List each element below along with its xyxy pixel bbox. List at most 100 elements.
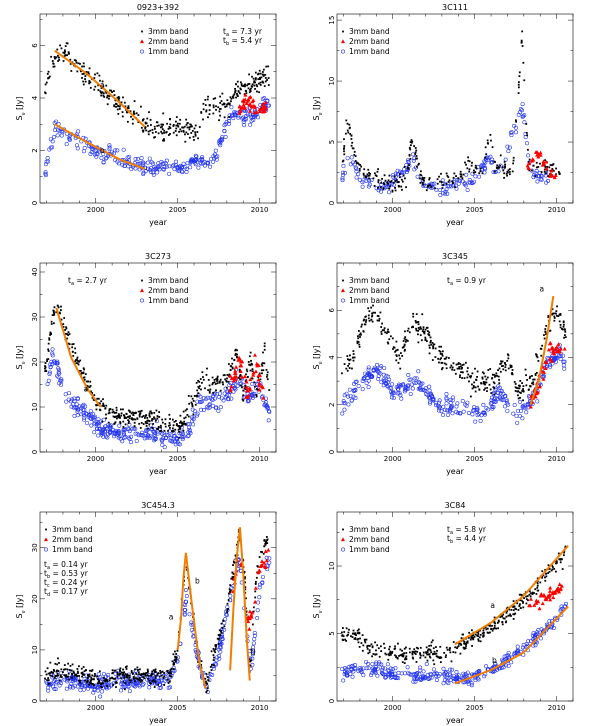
data-point xyxy=(261,362,264,364)
data-point xyxy=(174,660,177,663)
data-point xyxy=(169,133,171,135)
data-point xyxy=(68,52,70,55)
data-point xyxy=(415,671,420,676)
data-point xyxy=(176,649,179,652)
data-point xyxy=(397,362,400,364)
data-point xyxy=(453,369,456,371)
data-point xyxy=(341,627,344,629)
data-point xyxy=(47,679,50,682)
data-point xyxy=(484,387,487,390)
data-point xyxy=(114,416,116,419)
data-point xyxy=(216,637,219,640)
data-point xyxy=(378,317,381,320)
data-point xyxy=(425,392,430,397)
y-tick-label: 5 xyxy=(328,631,336,635)
data-point xyxy=(138,673,140,675)
data-point xyxy=(359,637,361,640)
data-point xyxy=(68,333,71,336)
data-point xyxy=(96,397,99,400)
data-point xyxy=(383,184,388,189)
data-point xyxy=(139,410,142,413)
data-point xyxy=(151,429,156,434)
data-point xyxy=(191,158,196,163)
data-point xyxy=(504,399,509,404)
data-point xyxy=(490,628,493,631)
data-point xyxy=(434,678,439,683)
data-point xyxy=(420,174,423,177)
data-point xyxy=(456,410,461,415)
data-point xyxy=(140,126,143,129)
data-point xyxy=(537,165,540,168)
data-point xyxy=(387,342,390,345)
data-point xyxy=(200,111,203,114)
data-point xyxy=(428,655,431,658)
legend-label: 2mm band xyxy=(349,37,390,46)
plot-frame xyxy=(39,511,277,702)
series-1mm-band xyxy=(45,347,272,450)
data-point xyxy=(170,672,172,675)
data-point xyxy=(486,376,489,379)
data-point xyxy=(208,384,211,387)
data-point xyxy=(411,326,413,329)
data-point xyxy=(219,389,222,392)
data-point xyxy=(512,156,515,159)
data-point xyxy=(366,371,371,376)
data-point xyxy=(441,361,444,364)
data-point xyxy=(415,329,418,332)
data-point xyxy=(257,107,262,112)
data-point xyxy=(418,328,421,331)
data-point xyxy=(259,81,262,84)
data-point xyxy=(140,49,145,54)
data-point xyxy=(227,607,230,610)
data-point xyxy=(122,673,125,676)
data-point xyxy=(543,366,548,371)
legend-entry: 3mm band xyxy=(342,276,390,285)
data-point xyxy=(179,118,182,121)
data-point xyxy=(165,131,167,134)
data-point xyxy=(370,318,373,321)
data-point xyxy=(220,622,223,625)
data-point xyxy=(240,84,243,87)
data-point xyxy=(425,646,428,649)
data-point xyxy=(512,162,515,165)
data-point xyxy=(52,127,57,132)
data-point xyxy=(508,168,511,171)
data-point xyxy=(69,63,72,65)
data-point xyxy=(82,376,85,379)
data-point xyxy=(343,145,346,147)
data-point xyxy=(245,388,250,393)
data-point xyxy=(152,167,157,172)
data-point xyxy=(548,362,553,367)
data-point xyxy=(122,668,124,671)
data-point xyxy=(228,381,233,386)
data-point xyxy=(493,661,498,666)
data-point xyxy=(511,369,514,371)
data-point xyxy=(348,367,351,369)
data-point xyxy=(175,656,178,659)
data-point xyxy=(471,408,476,413)
data-point xyxy=(190,123,192,126)
data-point xyxy=(517,397,520,400)
data-point xyxy=(68,669,71,672)
data-point xyxy=(563,336,565,339)
data-point xyxy=(175,437,180,442)
data-point xyxy=(356,632,359,634)
data-point xyxy=(109,89,112,92)
data-point xyxy=(431,341,434,344)
data-point xyxy=(82,72,85,75)
data-point xyxy=(457,645,460,647)
data-point xyxy=(380,665,385,670)
data-point xyxy=(510,364,513,367)
data-point xyxy=(501,166,504,169)
data-point xyxy=(443,670,448,675)
data-point xyxy=(468,631,471,634)
data-point xyxy=(462,173,465,176)
data-point xyxy=(430,641,433,644)
data-point xyxy=(262,75,265,77)
data-point xyxy=(356,172,361,177)
data-point xyxy=(90,684,95,689)
x-axis-label: year xyxy=(446,467,465,476)
data-point xyxy=(247,95,252,100)
data-point xyxy=(346,394,351,399)
data-point xyxy=(50,333,53,335)
